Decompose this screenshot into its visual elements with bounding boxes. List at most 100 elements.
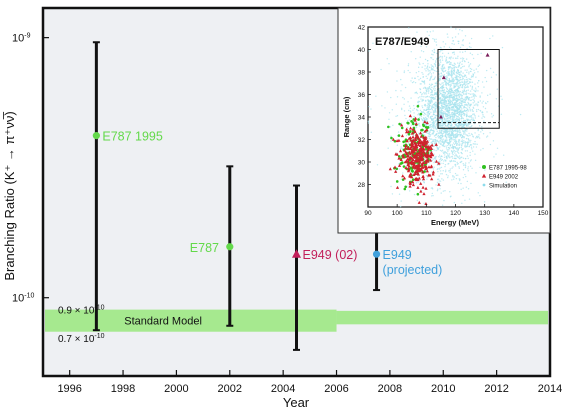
inset-legend-marker-2 (482, 183, 486, 187)
inset-point-0-382 (462, 194, 464, 197)
inset-y-tick-label-34: 34 (358, 115, 366, 122)
inset-point-0-2206 (445, 132, 448, 134)
inset-point-0-341 (435, 81, 438, 83)
inset-point-1-167 (444, 135, 447, 137)
inset-point-0-1610 (451, 72, 453, 74)
inset-point-0-1585 (427, 88, 429, 91)
inset-point-3-152 (418, 140, 422, 144)
inset-point-0-386 (447, 36, 449, 38)
inset-point-0-2198 (430, 128, 433, 130)
inset-x-axis-title: Energy (MeV) (431, 218, 479, 227)
inset-point-0-1564 (430, 91, 433, 93)
inset-point-1-36 (453, 113, 455, 115)
inset-point-0-2255 (452, 109, 454, 111)
inset-point-1-47 (451, 113, 453, 116)
inset-point-0-2120 (441, 112, 443, 114)
inset-point-0-7 (468, 66, 470, 68)
inset-point-3-256 (424, 160, 428, 164)
inset-point-0-908 (455, 71, 458, 74)
inset-point-0-639 (491, 116, 493, 118)
inset-point-3-253 (424, 202, 428, 206)
inset-point-0-652 (464, 166, 467, 169)
inset-point-1-11 (410, 124, 413, 126)
inset-point-1-102 (479, 100, 482, 102)
inset-point-1-342 (432, 139, 434, 141)
inset-point-0-790 (477, 90, 479, 92)
inset-point-0-1855 (455, 97, 458, 100)
inset-point-3-195 (409, 138, 413, 142)
inset-point-0-1615 (461, 60, 463, 63)
inset-point-0-47 (452, 157, 454, 159)
inset-point-1-340 (452, 147, 455, 150)
inset-point-0-1607 (475, 146, 478, 148)
inset-legend-label-0: E787 1995-98 (489, 165, 527, 171)
inset-point-0-1809 (469, 143, 472, 146)
inset-point-0-746 (476, 136, 479, 139)
inset-point-0-827 (465, 89, 468, 92)
inset-point-0-2016 (452, 77, 454, 80)
inset-point-0-1155 (472, 143, 475, 145)
inset-point-0-2144 (446, 139, 448, 141)
inset-point-3-289 (430, 143, 434, 147)
inset-point-1-133 (442, 91, 444, 94)
inset-point-0-1937 (433, 102, 436, 105)
inset-point-1-384 (448, 156, 450, 158)
inset-point-0-1975 (465, 98, 467, 100)
inset-point-0-1431 (427, 108, 430, 111)
inset-point-1-258 (459, 143, 461, 145)
inset-point-0-1469 (479, 194, 481, 197)
inset-point-0-2328 (455, 157, 457, 160)
inset-point-1-203 (452, 176, 454, 178)
inset-point-0-2376 (451, 103, 454, 105)
inset-point-0-1445 (452, 153, 454, 156)
inset-point-3-283 (413, 170, 418, 174)
inset-point-0-2306 (453, 104, 456, 107)
inset-point-0-389 (466, 155, 469, 157)
y-annotation-0: 0.9 × 10-10 (58, 305, 105, 317)
inset-point-0-1296 (460, 188, 462, 191)
inset-point-1-469 (428, 34, 430, 37)
inset-point-1-442 (445, 86, 447, 89)
inset-point-0-2041 (449, 160, 451, 162)
inset-point-3-185 (429, 146, 434, 150)
inset-point-0-1147 (441, 136, 443, 139)
inset-point-3-170 (397, 163, 402, 167)
inset-point-0-2110 (441, 178, 443, 180)
inset-point-0-2333 (455, 91, 457, 94)
inset-point-1-292 (485, 69, 488, 72)
inset-point-0-2343 (456, 79, 459, 81)
inset-point-0-1266 (460, 93, 462, 96)
inset-point-0-898 (445, 152, 447, 154)
inset-point-1-380 (433, 38, 436, 41)
inset-point-1-204 (390, 185, 392, 188)
inset-point-1-219 (431, 86, 433, 89)
inset-point-0-761 (434, 157, 437, 159)
inset-point-0-1272 (473, 97, 476, 99)
inset-point-0-388 (423, 118, 426, 121)
inset-point-0-1854 (447, 126, 450, 128)
inset-point-0-1299 (442, 162, 444, 165)
inset-point-0-2205 (450, 91, 453, 93)
inset-point-0-2342 (459, 28, 461, 31)
inset-point-3-291 (405, 154, 409, 158)
inset-point-1-279 (464, 144, 466, 147)
inset-point-3-243 (424, 186, 428, 190)
inset-point-0-780 (472, 107, 475, 109)
inset-point-3-2 (404, 152, 409, 156)
inset-point-0-291 (434, 105, 436, 108)
inset-point-3-290 (414, 158, 418, 162)
inset-point-0-683 (447, 71, 449, 73)
inset-point-0-964 (482, 115, 484, 118)
inset-point-0-2312 (463, 98, 465, 101)
inset-point-1-236 (399, 205, 402, 208)
inset-point-1-354 (453, 176, 456, 178)
inset-point-0-1439 (428, 161, 431, 164)
inset-point-0-2059 (466, 123, 468, 125)
y-tick-label-0: 10-9 (12, 33, 31, 45)
inset-point-0-1913 (456, 95, 458, 97)
inset-point-0-1018 (419, 77, 422, 80)
inset-point-1-377 (428, 66, 431, 68)
inset-point-1-88 (469, 141, 471, 143)
inset-point-0-977 (449, 100, 451, 103)
inset-point-0-94 (475, 104, 477, 106)
